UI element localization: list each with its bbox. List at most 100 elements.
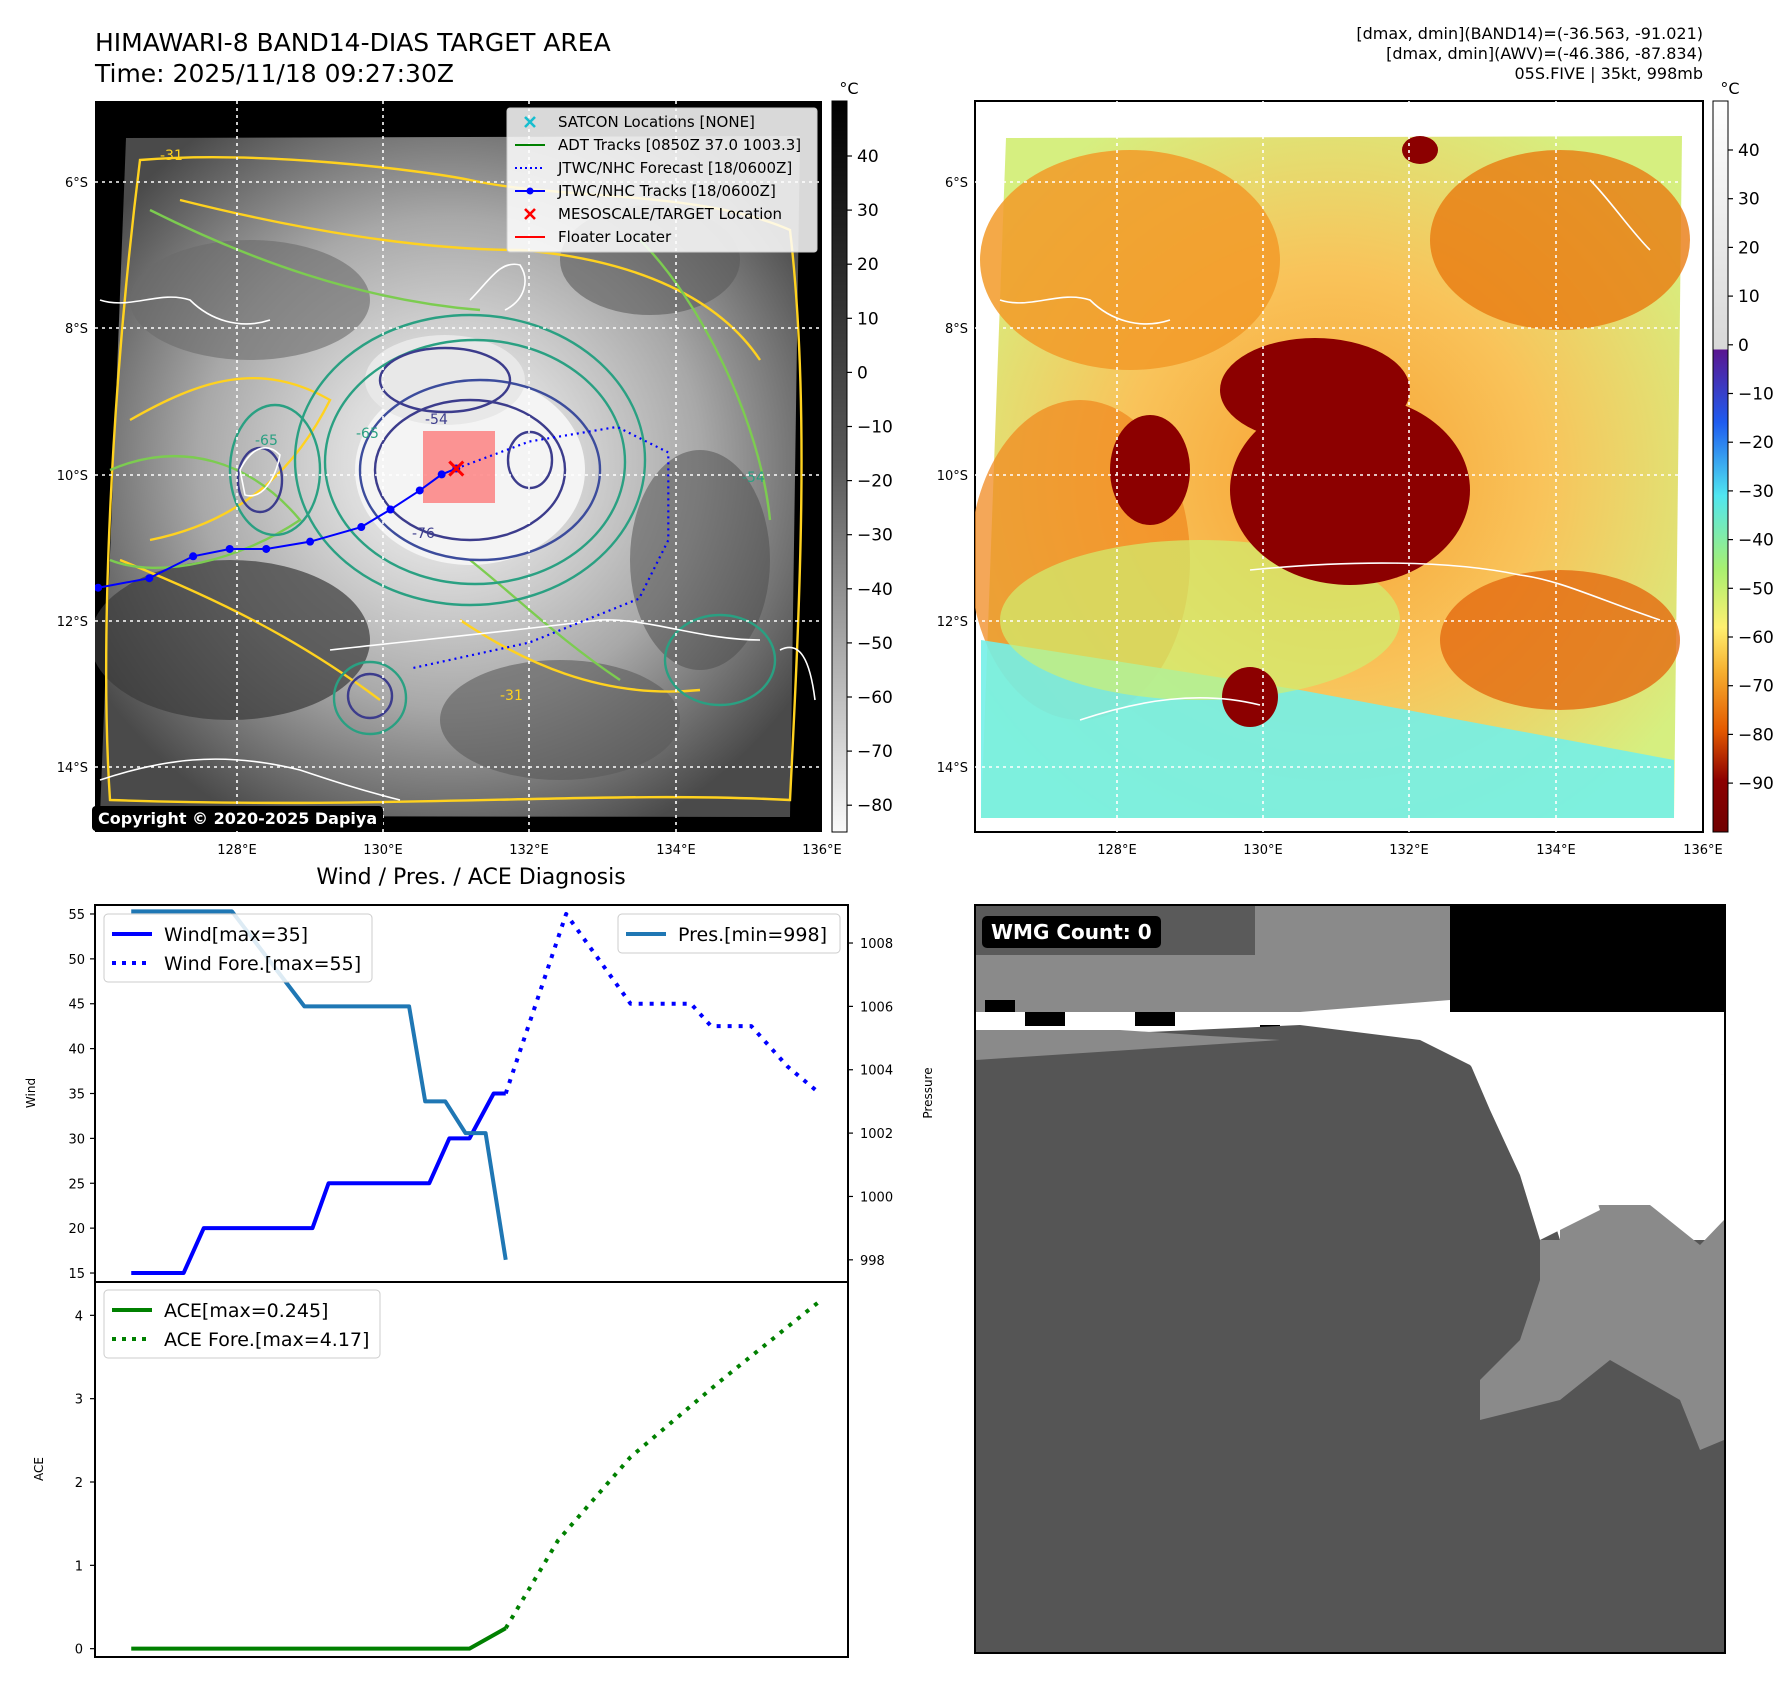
y2-tick-label: 1000 xyxy=(860,1190,893,1205)
lon-tick-label: 130°E xyxy=(1243,843,1283,858)
lat-tick-label: 8°S xyxy=(945,322,968,337)
y-tick-label: 30 xyxy=(68,1132,85,1147)
colorbar-unit: °C xyxy=(839,79,858,98)
legend-label: SATCON Locations [NONE] xyxy=(558,113,755,131)
chart-legend-box xyxy=(103,913,373,983)
lat-tick-label: 14°S xyxy=(57,761,88,776)
contour-label: -54 xyxy=(425,412,448,428)
series-line xyxy=(504,1299,822,1630)
map-legend: SATCON Locations [NONE] ADT Tracks [0850Z… xyxy=(506,107,818,253)
y2-tick-label: 1008 xyxy=(860,937,893,952)
lon-tick-label: 136°E xyxy=(802,843,842,858)
colorbar-tick-label: −10 xyxy=(1738,385,1774,405)
jtwc-forecast-line xyxy=(412,425,670,670)
chart-legend-label: Wind Fore.[max=55] xyxy=(164,953,361,975)
y-tick-label: 3 xyxy=(75,1393,83,1408)
colorbar-gradient xyxy=(831,100,848,833)
y-axis-label: Wind xyxy=(24,1078,38,1108)
track-point xyxy=(437,470,446,479)
y2-tick-label: 1004 xyxy=(860,1064,893,1079)
colorbar-tick-label: −30 xyxy=(857,526,893,546)
colorbar-tick-label: −20 xyxy=(857,472,893,492)
legend-marker xyxy=(524,116,536,128)
chart-legend-label: ACE[max=0.245] xyxy=(164,1300,328,1322)
wmg-region xyxy=(1460,1040,1600,1240)
lat-tick-label: 10°S xyxy=(57,469,88,484)
track-point xyxy=(95,583,103,592)
wmg-region xyxy=(1480,1205,1724,1450)
legend-label: JTWC/NHC Tracks [18/0600Z] xyxy=(557,182,776,200)
legend-label: ADT Tracks [0850Z 37.0 1003.3] xyxy=(558,136,801,154)
lat-tick-label: 12°S xyxy=(937,615,968,630)
colorbar-gradient xyxy=(1712,100,1729,833)
colorbar-tick-label: 0 xyxy=(1738,336,1749,356)
lon-tick-label: 136°E xyxy=(1683,843,1723,858)
track-point xyxy=(415,486,424,495)
lat-tick-label: 12°S xyxy=(57,615,88,630)
colorbar-tick-label: 20 xyxy=(857,255,879,275)
map-gridlines xyxy=(975,101,1703,832)
legend-label: Floater Locater xyxy=(558,228,672,246)
ir-map-panel: -54 -65 -76 -65 -31 -31 -54 xyxy=(95,101,822,832)
colorbar-tick-label: −80 xyxy=(857,796,893,816)
legend-label: MESOSCALE/TARGET Location xyxy=(558,205,782,223)
colorbar-tick-label: −10 xyxy=(857,418,893,438)
title-line1: HIMAWARI-8 BAND14-DIAS TARGET AREA xyxy=(95,28,611,57)
colorbar-tick-label: 10 xyxy=(1738,287,1760,307)
chart-title: Wind / Pres. / ACE Diagnosis xyxy=(316,865,625,890)
y-tick-label: 55 xyxy=(68,908,85,923)
lon-tick-label: 128°E xyxy=(1097,843,1137,858)
series-line xyxy=(131,1626,507,1651)
colorbar-tick-label: 10 xyxy=(857,309,879,329)
lat-tick-label: 10°S xyxy=(937,469,968,484)
legend-marker-dot xyxy=(526,187,534,195)
y-tick-label: 50 xyxy=(68,953,85,968)
track-point xyxy=(357,523,366,532)
series-line xyxy=(503,911,822,1096)
y-tick-label: 0 xyxy=(75,1643,83,1658)
track-point xyxy=(306,537,315,546)
chart-legend-box xyxy=(103,1289,381,1359)
legend-box xyxy=(506,107,818,253)
wmg-panel xyxy=(974,904,1726,1654)
lon-tick-label: 130°E xyxy=(363,843,403,858)
colorbar-tick-label: 40 xyxy=(857,147,879,167)
info-line1: [dmax, dmin](BAND14)=(-36.563, -91.021) xyxy=(1356,24,1703,43)
y2-tick-label: 1006 xyxy=(860,1000,893,1015)
info-line2: [dmax, dmin](AWV)=(-46.386, -87.834) xyxy=(1386,44,1703,63)
wmg-count-badge: WMG Count: 0 xyxy=(982,916,1161,948)
colorbar-tick-label: 20 xyxy=(1738,238,1760,258)
contour-label: -31 xyxy=(500,688,523,704)
lon-tick-label: 132°E xyxy=(1389,843,1429,858)
contour-label: -65 xyxy=(255,433,278,449)
wind-pressure-ace-chart: 1520253035404550559981000100210041006100… xyxy=(24,904,935,1658)
colorbar-tick-label: −60 xyxy=(1738,628,1774,648)
colorbar-tick-label: 30 xyxy=(1738,190,1760,210)
colorbar-tick-label: −70 xyxy=(1738,677,1774,697)
series-line xyxy=(131,1091,506,1276)
colorbar-tick-label: −70 xyxy=(857,742,893,762)
chart-legend-box xyxy=(617,913,841,954)
track-point xyxy=(225,544,234,553)
y-tick-label: 20 xyxy=(68,1222,85,1237)
legend-marker xyxy=(524,208,536,220)
colorbar-tick-label: −80 xyxy=(1738,725,1774,745)
y-tick-label: 25 xyxy=(68,1177,85,1192)
chart-legend-label: ACE Fore.[max=4.17] xyxy=(164,1329,369,1351)
track-point xyxy=(262,544,271,553)
track-point xyxy=(189,552,198,561)
colorbar-tick-label: −90 xyxy=(1738,774,1774,794)
colorbar-tick-label: −60 xyxy=(857,688,893,708)
lat-tick-label: 6°S xyxy=(65,176,88,191)
contour-label: -31 xyxy=(160,148,183,164)
contour-label: -65 xyxy=(356,426,379,442)
colorbar-unit: °C xyxy=(1720,79,1739,98)
legend-label: JTWC/NHC Forecast [18/0600Z] xyxy=(557,159,792,177)
y-tick-label: 1 xyxy=(75,1559,83,1574)
colorbar-tick-label: 40 xyxy=(1738,141,1760,161)
wmg-region xyxy=(976,1030,1280,1060)
colorbar-tick-label: −40 xyxy=(1738,531,1774,551)
info-line3: 05S.FIVE | 35kt, 998mb xyxy=(1515,64,1704,83)
colorbar-tick-label: −50 xyxy=(1738,579,1774,599)
